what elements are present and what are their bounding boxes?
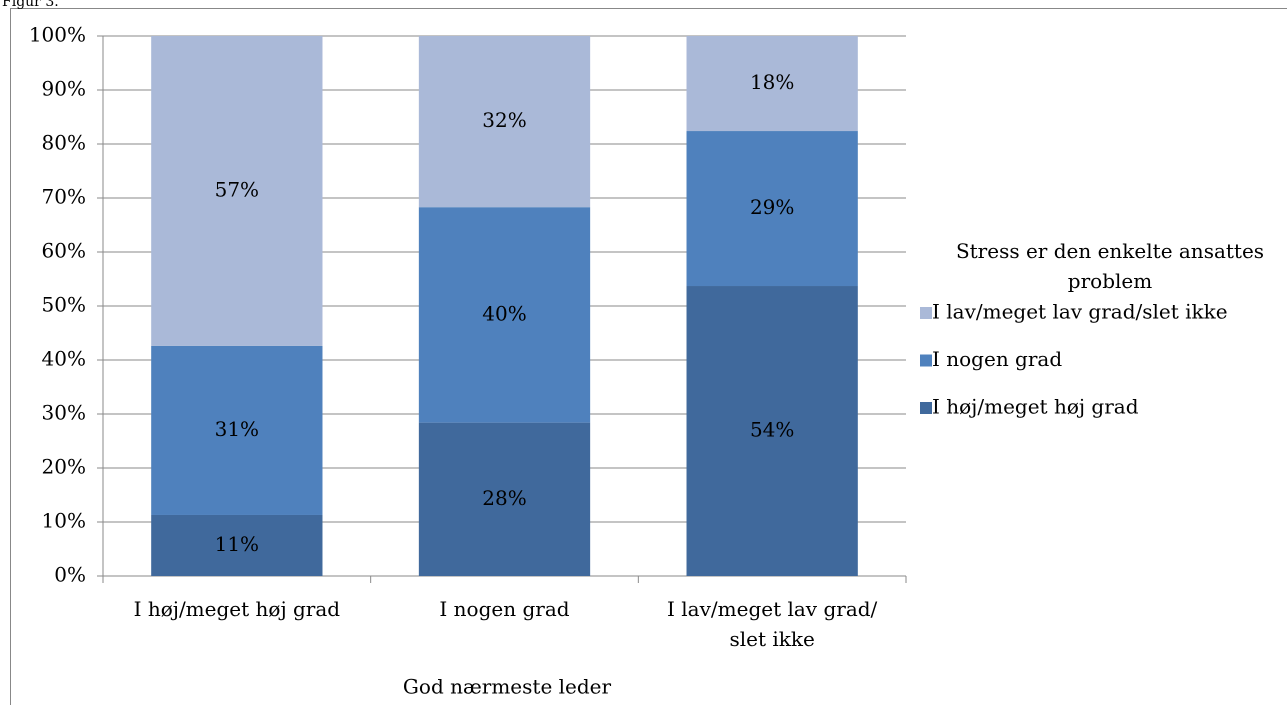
bar-segment: [418, 207, 591, 423]
bar-segment: [151, 36, 323, 346]
data-label: 57%: [215, 177, 259, 201]
legend-label: I nogen grad: [932, 347, 1062, 371]
legend-swatch: [920, 402, 932, 414]
legend-label: I høj/meget høj grad: [932, 395, 1139, 419]
y-tick-label: 90%: [42, 77, 86, 101]
y-tick-label: 50%: [42, 293, 86, 317]
figure-title: Figur 3.: [2, 0, 59, 10]
y-tick-label: 70%: [42, 185, 86, 209]
data-label: 11%: [215, 532, 259, 556]
legend-swatch: [920, 354, 932, 367]
y-tick-label: 40%: [42, 347, 86, 371]
y-tick-label: 80%: [42, 131, 86, 155]
x-tick-label: I nogen grad: [439, 597, 569, 621]
data-label: 18%: [750, 70, 794, 94]
data-label: 29%: [750, 195, 794, 219]
y-tick-label: 20%: [42, 455, 86, 479]
x-tick-label: I lav/meget lav grad/slet ikke: [667, 597, 878, 651]
bar-segment: [686, 131, 858, 287]
data-label: 32%: [482, 108, 526, 132]
legend-swatch: [920, 307, 932, 319]
bar-segment: [418, 422, 591, 576]
data-label: 28%: [482, 486, 526, 510]
bar-segment: [151, 345, 323, 515]
y-tick-label: 30%: [42, 401, 86, 425]
y-tick-label: 100%: [29, 23, 86, 47]
data-label: 40%: [482, 301, 526, 325]
data-label: 31%: [215, 417, 259, 441]
y-tick-label: 0%: [54, 563, 86, 587]
legend-label: I lav/meget lav grad/slet ikke: [932, 300, 1228, 324]
bar-segment: [151, 514, 323, 576]
bar-segment: [686, 286, 858, 576]
y-tick-label: 60%: [42, 239, 86, 263]
bar-segment: [686, 36, 858, 132]
x-axis-title: God nærmeste leder: [403, 675, 612, 699]
bar-segment: [418, 36, 591, 208]
x-tick-label: I høj/meget høj grad: [134, 597, 341, 621]
y-tick-label: 10%: [42, 509, 86, 533]
legend-title: Stress er den enkelte ansattes problem: [956, 239, 1264, 293]
data-label: 54%: [750, 418, 794, 442]
